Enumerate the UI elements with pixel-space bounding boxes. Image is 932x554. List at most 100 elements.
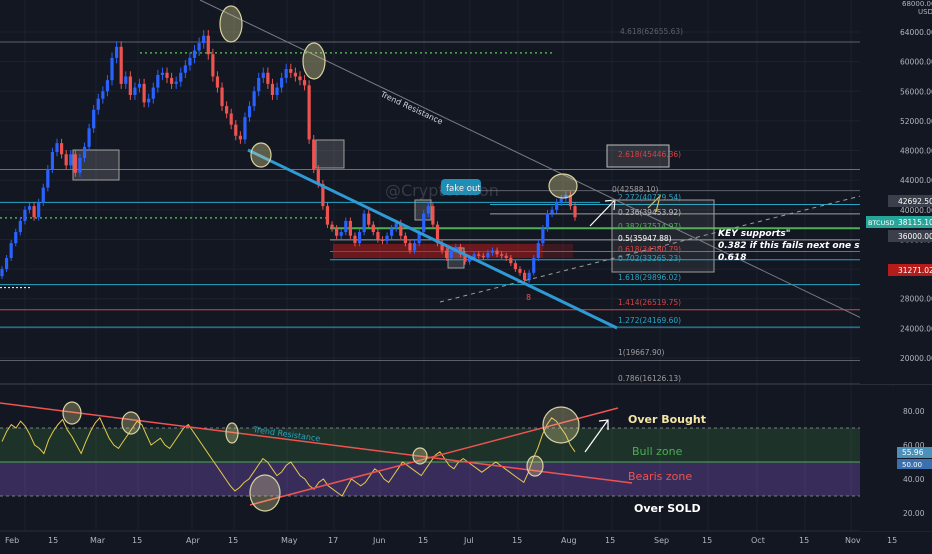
candle-body (197, 43, 201, 51)
candle-body (64, 154, 68, 166)
candle-body (509, 257, 513, 264)
candle-body (179, 72, 183, 82)
candle-body (431, 206, 435, 225)
rsi-value-tag (897, 447, 932, 458)
fib-level-label: 1.414(26519.75) (618, 298, 681, 307)
candle-body (243, 117, 247, 140)
fib-level-label: 0.382(37514.97) (618, 222, 681, 231)
price-tag-value: 38115.10 (898, 218, 932, 227)
rsi-value-text: 55.96 (902, 448, 924, 457)
projection-arrow (589, 199, 616, 227)
candle-body (348, 220, 352, 236)
candle-body (541, 228, 545, 244)
candle-body (280, 77, 284, 88)
candle-body (399, 223, 403, 236)
candle-body (412, 243, 417, 251)
candle-marker: 8 (526, 293, 531, 302)
time-tick-label: 15 (228, 536, 238, 545)
candle-body (550, 209, 554, 214)
candle-body (335, 228, 339, 236)
rsi-highlight-ellipse (526, 455, 544, 477)
price-tag (888, 230, 932, 242)
candle-body (422, 213, 426, 233)
price-top-label: 68000.00 (902, 0, 932, 8)
rsi-line (1, 416, 576, 497)
candle-body (215, 76, 220, 88)
candle-body (289, 69, 293, 73)
candle-body (316, 169, 320, 184)
rsi-support-line (249, 407, 619, 506)
candle-body (376, 232, 380, 240)
key-supports-note: 0.618 (718, 253, 746, 263)
price-tick-label: 28000.00 (900, 295, 932, 304)
candle-body (9, 243, 13, 258)
fib-level-label: 0.618(34380.79) (618, 245, 681, 254)
time-tick-label: 15 (418, 536, 428, 545)
candle-body (174, 81, 178, 84)
fake-out-label: fake out (446, 184, 481, 194)
highlight-box (72, 149, 120, 181)
price-tag (888, 195, 932, 207)
candle-body (564, 195, 568, 199)
candle-body (532, 257, 536, 273)
candle-body (133, 87, 137, 95)
candle-body (477, 254, 481, 256)
candle-body (394, 223, 398, 229)
candle-body (568, 195, 573, 207)
candle-body (229, 113, 233, 125)
candle-body (234, 124, 238, 136)
candle-body (59, 143, 64, 155)
price-tick-label: 64000.00 (900, 28, 932, 37)
price-axis-bg (860, 0, 932, 384)
candle-body (321, 183, 325, 207)
key-supports-note: KEY supports" (718, 229, 790, 239)
candle-body (170, 77, 174, 84)
candle-body (527, 272, 531, 281)
rsi-mid-tag (897, 459, 932, 469)
candle-body (252, 91, 256, 107)
time-tick-label: May (281, 536, 298, 545)
candle-body (156, 74, 160, 88)
candle-body (307, 85, 311, 140)
rsi-tick-label: 40.00 (903, 475, 925, 484)
candle-body (573, 206, 577, 218)
rsi-highlight-ellipse (249, 474, 281, 512)
candle-body (495, 250, 499, 255)
time-tick-label: 17 (328, 536, 338, 545)
rsi-highlight-ellipse (121, 411, 141, 435)
candle-body (486, 252, 490, 258)
fib-level-label: 1.272(24169.60) (618, 316, 681, 325)
bull-zone-band (0, 428, 860, 462)
candle-body (147, 98, 151, 103)
price-tag-value: 36000.00 (898, 232, 932, 241)
candle-body (183, 65, 187, 73)
candle-body (128, 76, 132, 95)
candle-body (344, 220, 348, 233)
bull-zone-label: Bull zone (632, 445, 683, 458)
candle-body (559, 198, 563, 203)
price-tick-label: 56000.00 (900, 87, 932, 96)
candle-body (160, 72, 165, 75)
candle-body (504, 255, 508, 258)
time-tick-label: 15 (132, 536, 142, 545)
rsi-mid-tag-text: 50.00 (902, 461, 922, 469)
rsi-highlight-ellipse (542, 406, 580, 444)
candle-body (206, 35, 210, 55)
time-tick-label: Oct (751, 536, 765, 545)
candle-body (445, 250, 449, 258)
candle-body (225, 106, 229, 114)
candle-body (380, 239, 385, 241)
candle-body (192, 50, 197, 58)
candle-body (472, 254, 476, 258)
time-tick-label: Aug (561, 536, 577, 545)
fib-level-label: 0.786(16126.13) (618, 374, 681, 383)
candle-body (137, 83, 142, 88)
candle-body (284, 69, 288, 78)
price-tick-label: 44000.00 (900, 176, 932, 185)
candle-body (325, 206, 330, 225)
candle-body (403, 235, 407, 244)
symbol-tag (866, 216, 888, 228)
rsi-tick-label: 80.00 (903, 407, 925, 416)
candle-body (37, 202, 41, 218)
